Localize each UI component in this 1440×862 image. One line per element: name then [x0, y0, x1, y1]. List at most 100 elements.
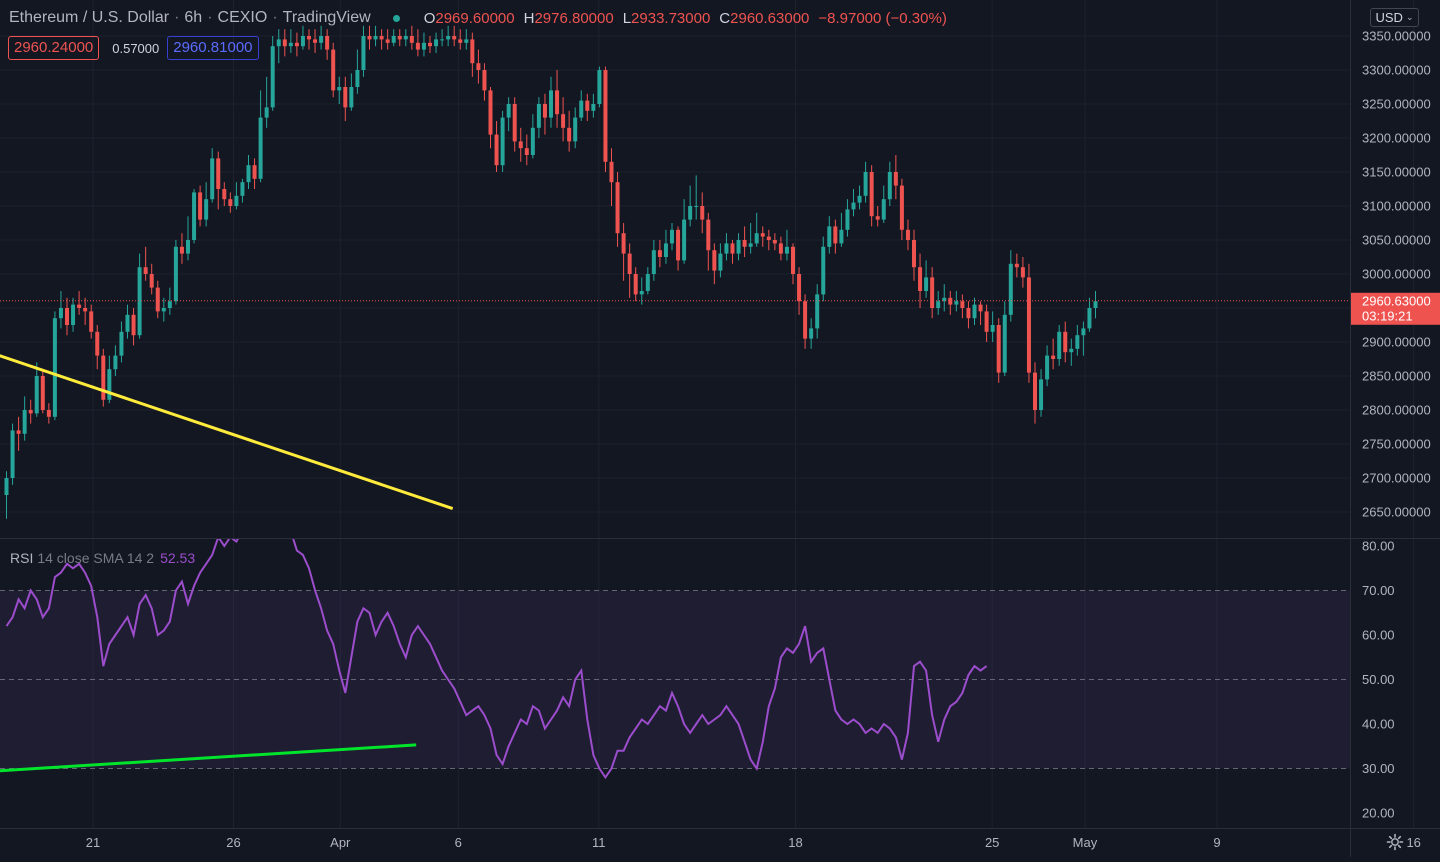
candle-body [506, 104, 511, 118]
candle-body [1039, 379, 1044, 410]
candle-body [167, 301, 172, 308]
candle-body [682, 219, 687, 261]
candle [948, 291, 953, 315]
candle-body [319, 36, 324, 43]
candle [403, 29, 408, 47]
candle [542, 93, 547, 135]
candle-body [639, 291, 644, 295]
candle [452, 25, 457, 47]
candle-body [434, 39, 439, 47]
candle-body [555, 90, 560, 115]
candle-body [264, 107, 269, 118]
candle [288, 29, 293, 53]
candle-body [591, 104, 596, 111]
candle-body [542, 104, 547, 118]
candle-body [397, 36, 402, 40]
candle-body [22, 410, 27, 434]
symbol-name[interactable]: Ethereum / U.S. Dollar [9, 9, 170, 26]
candle [748, 223, 753, 254]
candle [65, 297, 69, 336]
candle-body [282, 39, 287, 47]
candle-body [1069, 348, 1074, 353]
candle-body [996, 325, 1001, 373]
candle-body [179, 246, 184, 254]
candle [77, 291, 82, 315]
candle-body [712, 250, 717, 271]
candle [234, 182, 239, 210]
price-tag-box [1351, 292, 1440, 325]
price-axis-label: 3100.00000 [1362, 199, 1431, 214]
candle [367, 25, 372, 50]
candle [803, 294, 808, 349]
candle-body [385, 39, 390, 43]
candle-body [65, 308, 69, 325]
time-axis-label: 16 [1406, 835, 1420, 850]
candle-body [137, 267, 142, 336]
candle-body [821, 246, 826, 295]
candle-body [1063, 331, 1068, 353]
candle-body [403, 36, 408, 40]
candle-body [930, 277, 935, 308]
candle [125, 304, 130, 339]
candle-body [415, 42, 420, 50]
candle-body [893, 172, 898, 186]
candle [549, 76, 553, 128]
candle [857, 185, 862, 210]
candle [198, 185, 203, 227]
candle-body [71, 304, 76, 325]
candle-body [216, 158, 221, 189]
candle [615, 172, 620, 247]
candle [627, 243, 632, 298]
candle [252, 158, 257, 189]
candle [216, 151, 221, 210]
candle-body [113, 355, 118, 370]
candle-body [10, 430, 15, 478]
candle-body [706, 219, 711, 251]
candle-body [905, 229, 910, 240]
price-axis-label: 3050.00000 [1362, 233, 1431, 248]
candle-body [307, 36, 311, 40]
interval-label[interactable]: 6h [184, 9, 203, 26]
candle [409, 25, 414, 50]
gear-icon[interactable] [1386, 833, 1404, 851]
candle [1039, 369, 1044, 417]
price-axis-label: 3200.00000 [1362, 131, 1431, 146]
candle-body [1051, 355, 1056, 359]
candle [724, 233, 729, 261]
candle [343, 76, 348, 121]
candle-body [524, 148, 529, 155]
candle [663, 229, 668, 264]
candle [276, 29, 281, 64]
candle-body [28, 410, 33, 414]
candle [639, 277, 644, 305]
candle [361, 25, 366, 77]
candle-body [1057, 331, 1062, 359]
candle-body [651, 250, 656, 274]
candle [300, 25, 305, 50]
candle-body [657, 250, 662, 257]
time-axis-label: 11 [592, 835, 606, 850]
spread-value: 0.57000 [112, 40, 160, 56]
currency-select[interactable]: USD ⌄ [1370, 8, 1419, 27]
rsi-legend[interactable]: RSI 14 close SMA 14 2 52.53 [10, 550, 195, 566]
candle [609, 148, 614, 206]
candle-body [234, 195, 239, 206]
candle [440, 29, 445, 47]
candle-body [518, 141, 523, 149]
candle-body [978, 304, 983, 312]
candle-body [58, 308, 63, 319]
candle [845, 199, 850, 237]
candle-body [1075, 335, 1080, 349]
candle [706, 212, 711, 271]
price-trendline [0, 354, 454, 511]
buy-button[interactable]: 2960.81000 [167, 36, 259, 60]
candle-body [1093, 301, 1098, 308]
candle [95, 325, 100, 370]
time-axis-label: Apr [330, 835, 351, 850]
candle-body [688, 206, 693, 220]
candle-body [791, 246, 795, 274]
candle-body [361, 36, 366, 70]
sell-button[interactable]: 2960.24000 [8, 36, 100, 60]
candle-body [694, 206, 699, 207]
